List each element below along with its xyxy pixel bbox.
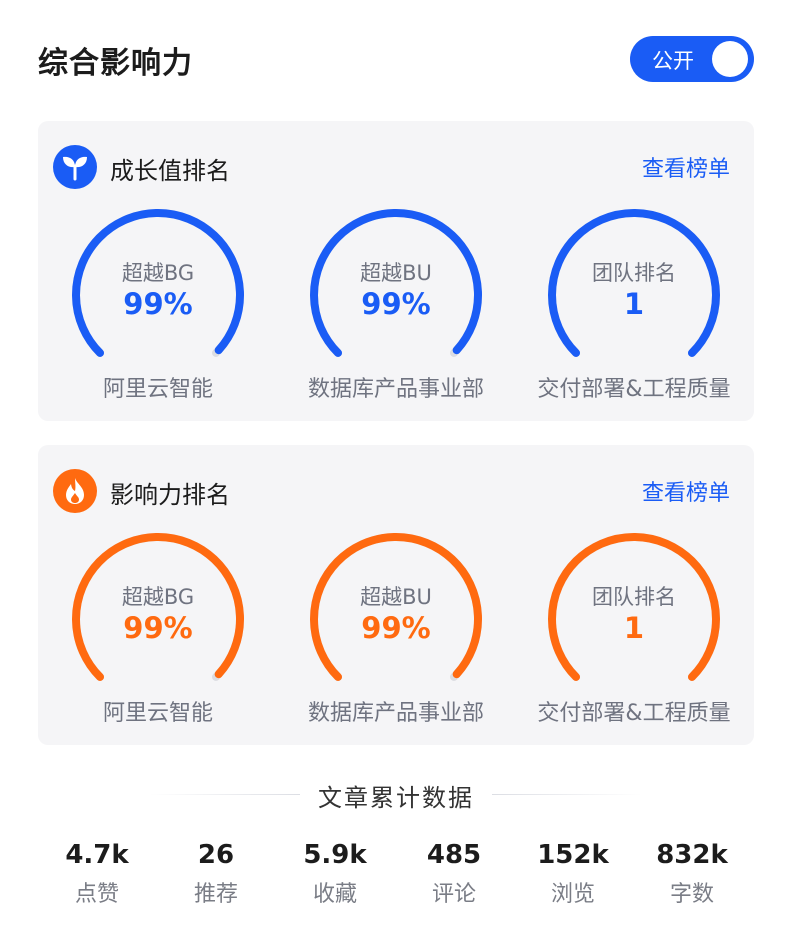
public-toggle[interactable]: 公开 — [630, 36, 754, 82]
stat-label: 浏览 — [550, 882, 595, 907]
gauge-label: 超越BU — [360, 585, 432, 609]
sprout-icon — [53, 145, 97, 189]
gauge: 团队排名 1 交付部署&工程质量 — [537, 203, 731, 408]
gauge-arc — [72, 208, 244, 357]
influence-ranking-card: 影响力排名 查看榜单 超越BG 99% 阿里云智能 超越BU 99% 数据库产品事业部 … — [38, 445, 754, 745]
gauge-fill — [548, 532, 720, 681]
view-ranking-link[interactable]: 查看榜单 — [641, 157, 730, 182]
section-title: 文章累计数据 — [318, 784, 474, 812]
gauge-arc — [310, 208, 482, 357]
gauge-arc — [548, 532, 720, 681]
gauge: 超越BG 99% 阿里云智能 — [68, 203, 248, 408]
stat-comments: 485 评论 — [394, 840, 514, 908]
gauge-value: 99% — [361, 611, 431, 645]
gauge-fill — [310, 533, 482, 681]
stat-value: 26 — [197, 840, 235, 870]
gauge: 超越BU 99% 数据库产品事业部 — [306, 527, 486, 732]
stat-value: 485 — [426, 840, 482, 870]
gauge-label: 超越BG — [121, 585, 195, 609]
divider-line — [492, 794, 642, 795]
gauge-caption: 数据库产品事业部 — [307, 377, 484, 402]
article-stats-header: 文章累计数据 — [0, 774, 790, 814]
card-title: 影响力排名 — [110, 481, 230, 509]
gauge-value: 1 — [623, 611, 645, 645]
header: 综合影响力 公开 — [38, 36, 754, 84]
card-title: 成长值排名 — [110, 157, 230, 185]
gauge-label: 超越BU — [360, 261, 432, 285]
gauge-arc — [310, 532, 482, 681]
gauge-value: 99% — [123, 287, 193, 321]
gauge-label: 团队排名 — [592, 261, 676, 285]
gauge: 超越BU 99% 数据库产品事业部 — [306, 203, 486, 408]
stat-label: 字数 — [669, 882, 714, 907]
stat-favorites: 5.9k 收藏 — [275, 840, 395, 908]
gauge-caption: 阿里云智能 — [102, 377, 213, 402]
stat-label: 收藏 — [312, 882, 357, 907]
gauge-caption: 交付部署&工程质量 — [537, 377, 731, 402]
gauge-arc — [548, 208, 720, 357]
flame-icon — [53, 469, 97, 513]
gauge-fill — [72, 533, 244, 681]
gauge: 超越BG 99% 阿里云智能 — [68, 527, 248, 732]
divider-line — [150, 794, 300, 795]
stat-value: 4.7k — [65, 840, 129, 870]
stat-label: 评论 — [431, 882, 476, 907]
stat-value: 832k — [656, 840, 728, 870]
gauge-caption: 交付部署&工程质量 — [537, 701, 731, 726]
article-stats: 4.7k 点赞 26 推荐 5.9k 收藏 485 评论 152k 浏览 832… — [37, 840, 753, 920]
gauge-label: 团队排名 — [592, 585, 676, 609]
gauge-value: 99% — [123, 611, 193, 645]
stat-word-count: 832k 字数 — [632, 840, 752, 908]
toggle-label: 公开 — [652, 49, 694, 73]
gauge-value: 99% — [361, 287, 431, 321]
gauge-arc — [72, 532, 244, 681]
gauge-caption: 阿里云智能 — [102, 701, 213, 726]
page-title: 综合影响力 — [38, 46, 193, 81]
growth-ranking-card: 成长值排名 查看榜单 超越BG 99% 阿里云智能 超越BU 99% 数据库产品事业部 … — [38, 121, 754, 421]
gauge-label: 超越BG — [121, 261, 195, 285]
stat-label: 点赞 — [74, 882, 119, 907]
gauge-fill — [72, 209, 244, 357]
stat-value: 5.9k — [303, 840, 367, 870]
gauge-fill — [548, 208, 720, 357]
view-ranking-link[interactable]: 查看榜单 — [641, 481, 730, 506]
stat-recommend: 26 推荐 — [156, 840, 276, 908]
gauge-fill — [310, 209, 482, 357]
gauge: 团队排名 1 交付部署&工程质量 — [537, 527, 731, 732]
gauge-caption: 数据库产品事业部 — [307, 701, 484, 726]
toggle-knob — [712, 41, 748, 77]
stat-likes: 4.7k 点赞 — [37, 840, 157, 908]
stat-label: 推荐 — [193, 882, 238, 907]
stat-views: 152k 浏览 — [513, 840, 633, 908]
stat-value: 152k — [537, 840, 609, 870]
gauge-value: 1 — [623, 287, 645, 321]
